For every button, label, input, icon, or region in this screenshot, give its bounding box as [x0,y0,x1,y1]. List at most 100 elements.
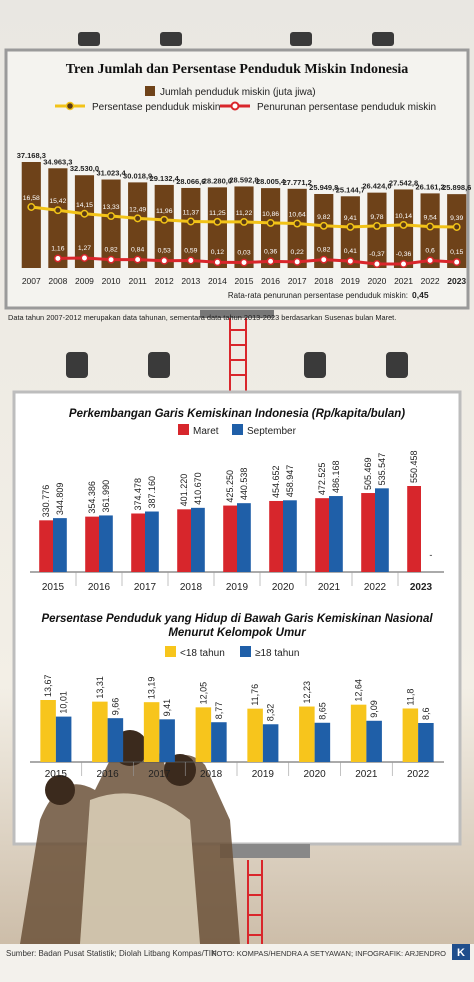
line-value-label: 0,82 [317,247,330,254]
line-marker [27,203,36,211]
line-marker [53,254,62,263]
line-marker [213,217,222,226]
line-marker [160,215,169,224]
bar-value-label: 11,76 [250,684,260,706]
line-marker [240,217,248,226]
line-marker [319,221,328,230]
lamps [66,32,408,378]
x-tick-label: 2018 [200,769,223,780]
bar-value-label: 13,67 [43,674,53,697]
legend-swatch [178,424,189,435]
line-marker [452,258,461,267]
bar-value-label: 472.525 [317,463,327,496]
bar-value-label: 505.469 [363,457,373,490]
legend-label: September [247,426,297,437]
bar [21,162,41,268]
line-marker [399,220,408,229]
bar-value-label: 454.652 [271,465,281,498]
bar [287,188,307,268]
bar [420,193,440,268]
line-marker [107,212,116,220]
line-value-label: 0,82 [104,247,117,254]
line-marker [186,256,195,265]
x-tick-label: 2020 [272,582,295,593]
legend-label: Maret [193,426,219,437]
line-marker [133,255,142,264]
line-value-label: 11,96 [156,208,173,215]
bar-value-label: 374.478 [133,478,143,511]
bar-value-label: 31.023,4 [96,169,126,178]
x-tick-label: 2009 [75,276,94,286]
line-value-label: 0,15 [450,249,463,256]
line-marker [266,257,275,266]
bar [340,196,360,268]
line-marker [452,223,461,231]
bar [329,496,343,572]
line-marker [293,257,302,266]
bar [40,700,56,762]
line-value-label: 0,53 [158,248,171,255]
line-value-label: 9,78 [370,214,383,221]
line-value-label: 9,54 [424,215,437,222]
line-value-label: 15,42 [49,198,66,205]
bar [367,192,387,268]
x-tick-label: 2017 [288,276,307,286]
note: Data tahun 2007-2012 merupakan data tahu… [8,313,396,322]
x-tick-label: 2022 [364,582,387,593]
x-tick-label: 2020 [367,276,386,286]
credit: FOTO: KOMPAS/HENDRA A SETYAWAN; INFOGRAF… [212,949,446,958]
line-value-label: -0,37 [369,251,385,258]
bar-value-label: 354.386 [87,481,97,514]
bar [55,716,72,762]
bar-value-label: 28.066,6 [176,177,205,186]
bar [74,175,95,268]
logo-box [452,944,470,960]
x-tick-label: 2022 [421,276,440,286]
bar-value-label: 344.809 [55,483,65,516]
source: Sumber: Badan Pusat Statistik; Diolah Li… [6,949,217,958]
line-marker [293,219,302,228]
photo [20,730,240,944]
x-tick-label: 2014 [208,276,227,286]
legend-label: Jumlah penduduk miskin (juta jiwa) [160,87,316,98]
x-tick-label: 2021 [355,769,378,780]
bar-value-label: 550.458 [409,450,419,483]
line-value-label: 9,82 [317,214,330,221]
bar-value-label: 11,8 [405,689,415,706]
line-marker [186,217,195,226]
bar-value-label: 387.160 [147,476,157,509]
footer-band [0,944,474,982]
line-marker [372,260,381,268]
bar [39,520,53,572]
bar-value-label: 458.947 [285,465,295,498]
bar [177,509,191,572]
bar-value-label: 28.005,4 [256,177,286,186]
line-marker [53,206,62,215]
x-tick-label: 2019 [226,582,249,593]
x-tick-label: 2016 [97,769,120,780]
bar [299,706,315,762]
line-value-label: 10,14 [395,213,412,220]
bar-value-label: 29.132,4 [150,174,180,183]
bar [99,515,113,572]
line-value-label: 16,58 [23,195,40,202]
bar [53,518,67,572]
x-tick-label: 2007 [22,276,41,286]
bar [262,724,279,762]
bar [350,704,367,762]
bar-value-label: 486.168 [331,460,341,493]
bar [366,720,382,762]
bar-value-label: 13,19 [147,677,157,700]
line-value-label: 13,33 [103,204,120,211]
logo: K [457,947,465,959]
x-tick-label: 2016 [88,582,111,593]
x-tick-label: 2021 [318,582,341,593]
line-marker [80,209,89,218]
legend-swatch [230,101,240,111]
bar-value-label: 12,23 [302,681,312,704]
chart-title: Perkembangan Garis Kemiskinan Indonesia … [68,408,406,420]
bar [269,500,283,572]
chart-title: Persentase Penduduk yang Hidup di Bawah … [41,613,433,639]
